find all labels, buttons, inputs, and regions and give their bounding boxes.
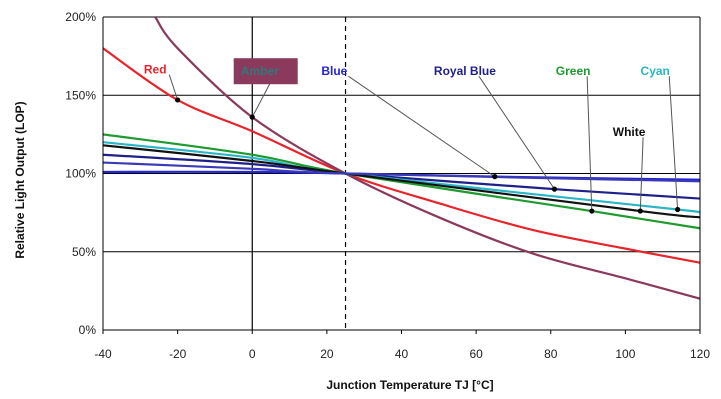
series-label-red: Red	[144, 63, 167, 77]
series-label-amber: Amber	[241, 64, 279, 78]
leader-line-white	[639, 137, 644, 212]
x-axis-title: Junction Temperature TJ [°C]	[326, 378, 493, 392]
series-label-green: Green	[556, 64, 591, 78]
series-line-white	[103, 144, 700, 219]
anchor-dot-amber	[249, 114, 255, 120]
series-line-unlabeled	[103, 161, 700, 183]
leader-line-cyan	[668, 76, 679, 210]
x-tick-label: 100	[615, 347, 635, 361]
y-tick-label: 200%	[65, 10, 96, 24]
series-label-royal-blue: Royal Blue	[434, 64, 496, 78]
x-tick-label: 40	[395, 347, 409, 361]
y-axis-title: Relative Light Output (LOP)	[13, 101, 27, 258]
anchor-dot-green	[589, 208, 595, 214]
y-tick-label: 150%	[65, 88, 96, 102]
x-tick-label: 20	[320, 347, 334, 361]
series-line-amber	[154, 17, 700, 300]
leader-line-blue	[348, 75, 496, 178]
leader-line-royal-blue	[478, 75, 555, 190]
series-line-red	[103, 47, 700, 264]
anchor-dot-white	[637, 208, 643, 214]
x-tick-label: 120	[690, 347, 710, 361]
x-tick-label: 60	[469, 347, 483, 361]
x-tick-label: 80	[544, 347, 558, 361]
y-tick-label: 0%	[79, 323, 97, 337]
leader-line-green	[586, 76, 593, 212]
x-tick-label: 0	[249, 347, 256, 361]
y-tick-label: 100%	[65, 167, 96, 181]
series-label-blue: Blue	[321, 64, 347, 78]
leader-line-red	[168, 74, 179, 101]
x-tick-label: -20	[169, 347, 187, 361]
series-label-cyan: Cyan	[641, 64, 670, 78]
anchor-dot-blue	[492, 174, 498, 180]
x-tick-label: -40	[94, 347, 112, 361]
y-tick-label: 50%	[72, 245, 96, 259]
anchor-dot-royal-blue	[551, 186, 558, 192]
series-label-white: White	[613, 125, 646, 139]
label-box-amber	[233, 58, 298, 85]
anchor-dot-cyan	[675, 206, 681, 213]
anchor-dot-red	[175, 97, 181, 103]
